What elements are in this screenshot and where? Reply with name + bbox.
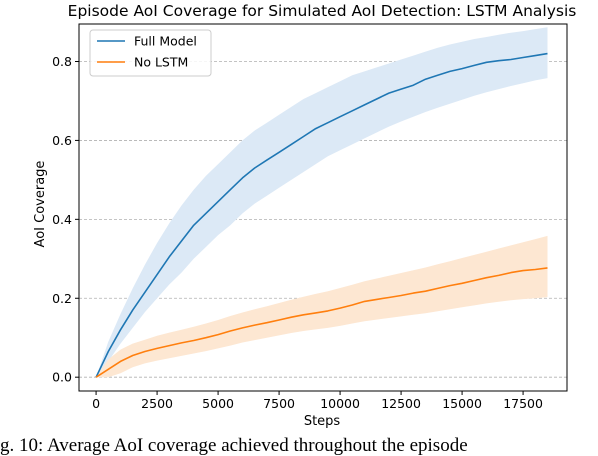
aoi-coverage-chart: Episode AoI Coverage for Simulated AoI D… — [33, 2, 577, 429]
x-tick-label: 15000 — [442, 396, 482, 411]
legend-label-2: No LSTM — [134, 55, 188, 70]
y-tick-label: 0.6 — [52, 133, 72, 148]
legend: Full Model No LSTM — [89, 29, 212, 77]
x-axis-ticks: 0 2500 5000 7500 10000 12500 15000 17500 — [92, 391, 543, 411]
y-tick-label: 0.8 — [52, 54, 72, 69]
y-tick-label: 0.2 — [52, 291, 72, 306]
line-series-2 — [95, 267, 548, 378]
x-tick-label: 7500 — [263, 396, 295, 411]
x-tick-label: 5000 — [202, 396, 234, 411]
chart-title: Episode AoI Coverage for Simulated AoI D… — [68, 2, 577, 20]
y-axis-ticks: 0.0 0.2 0.4 0.6 0.8 — [52, 54, 79, 385]
series-lines — [95, 52, 548, 378]
y-axis-label: AoI Coverage — [33, 161, 48, 248]
x-axis-label: Steps — [304, 414, 341, 429]
plot-frame — [78, 23, 568, 392]
x-tick-label: 10000 — [320, 396, 360, 411]
band-series-2 — [96, 235, 548, 378]
figure-caption: g. 10: Average AoI coverage achieved thr… — [0, 436, 468, 456]
x-tick-label: 17500 — [503, 396, 543, 411]
y-tick-label: 0.0 — [52, 370, 72, 385]
band-series-1 — [96, 27, 548, 378]
x-tick-label: 12500 — [381, 396, 421, 411]
x-tick-label: 0 — [92, 396, 100, 411]
y-tick-label: 0.4 — [52, 212, 72, 227]
x-tick-label: 2500 — [141, 396, 173, 411]
line-series-1 — [95, 52, 548, 378]
legend-label-1: Full Model — [134, 34, 197, 49]
confidence-bands — [96, 27, 548, 378]
